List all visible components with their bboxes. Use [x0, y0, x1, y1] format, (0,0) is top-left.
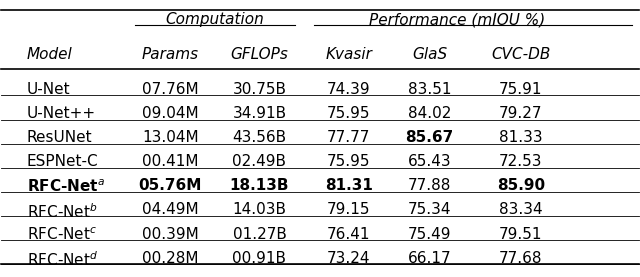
- Text: 01.27B: 01.27B: [232, 227, 287, 242]
- Text: 77.68: 77.68: [499, 251, 543, 266]
- Text: ResUNet: ResUNet: [27, 130, 93, 145]
- Text: 81.33: 81.33: [499, 130, 543, 145]
- Text: 79.15: 79.15: [327, 202, 371, 217]
- Text: 75.95: 75.95: [327, 106, 371, 121]
- Text: 14.03B: 14.03B: [232, 202, 287, 217]
- Text: 00.39M: 00.39M: [142, 227, 198, 242]
- Text: 83.51: 83.51: [408, 82, 451, 97]
- Text: 77.77: 77.77: [327, 130, 371, 145]
- Text: 74.39: 74.39: [327, 82, 371, 97]
- Text: 75.34: 75.34: [408, 202, 451, 217]
- Text: ESPNet-C: ESPNet-C: [27, 154, 99, 169]
- Text: 00.91B: 00.91B: [232, 251, 287, 266]
- Text: 43.56B: 43.56B: [232, 130, 287, 145]
- Text: GlaS: GlaS: [412, 47, 447, 62]
- Text: 85.67: 85.67: [406, 130, 454, 145]
- Text: RFC-Net$^{c}$: RFC-Net$^{c}$: [27, 227, 97, 243]
- Text: 79.27: 79.27: [499, 106, 543, 121]
- Text: 09.04M: 09.04M: [142, 106, 198, 121]
- Text: 73.24: 73.24: [327, 251, 371, 266]
- Text: 05.76M: 05.76M: [139, 178, 202, 193]
- Text: 76.41: 76.41: [327, 227, 371, 242]
- Text: RFC-Net$^{a}$: RFC-Net$^{a}$: [27, 178, 105, 195]
- Text: 30.75B: 30.75B: [232, 82, 287, 97]
- Text: 72.53: 72.53: [499, 154, 543, 169]
- Text: 83.34: 83.34: [499, 202, 543, 217]
- Text: U-Net++: U-Net++: [27, 106, 96, 121]
- Text: 07.76M: 07.76M: [142, 82, 198, 97]
- Text: 75.49: 75.49: [408, 227, 451, 242]
- Text: 04.49M: 04.49M: [142, 202, 198, 217]
- Text: CVC-DB: CVC-DB: [491, 47, 550, 62]
- Text: RFC-Net$^{b}$: RFC-Net$^{b}$: [27, 202, 97, 221]
- Text: 65.43: 65.43: [408, 154, 451, 169]
- Text: 34.91B: 34.91B: [232, 106, 287, 121]
- Text: Kvasir: Kvasir: [325, 47, 372, 62]
- Text: 84.02: 84.02: [408, 106, 451, 121]
- Text: 75.95: 75.95: [327, 154, 371, 169]
- Text: Model: Model: [27, 47, 72, 62]
- Text: 00.41M: 00.41M: [142, 154, 198, 169]
- Text: 85.90: 85.90: [497, 178, 545, 193]
- Text: GFLOPs: GFLOPs: [230, 47, 289, 62]
- Text: 66.17: 66.17: [408, 251, 451, 266]
- Text: 13.04M: 13.04M: [142, 130, 198, 145]
- Text: 02.49B: 02.49B: [232, 154, 287, 169]
- Text: Computation: Computation: [166, 12, 264, 27]
- Text: 79.51: 79.51: [499, 227, 543, 242]
- Text: Performance (mIOU %): Performance (mIOU %): [369, 12, 545, 27]
- Text: 81.31: 81.31: [324, 178, 372, 193]
- Text: RFC-Net$^{d}$: RFC-Net$^{d}$: [27, 251, 98, 269]
- Text: U-Net: U-Net: [27, 82, 70, 97]
- Text: 75.91: 75.91: [499, 82, 543, 97]
- Text: 00.28M: 00.28M: [142, 251, 198, 266]
- Text: Params: Params: [141, 47, 199, 62]
- Text: 18.13B: 18.13B: [230, 178, 289, 193]
- Text: 77.88: 77.88: [408, 178, 451, 193]
